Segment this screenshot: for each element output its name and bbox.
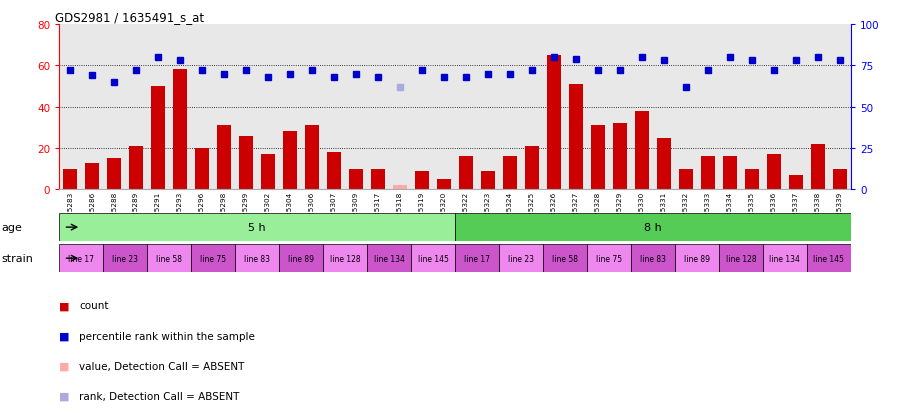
Bar [239, 136, 253, 190]
Text: line 17: line 17 [68, 254, 94, 263]
Bar [657, 138, 671, 190]
Text: line 83: line 83 [640, 254, 666, 263]
Bar [411, 244, 455, 273]
Bar [103, 244, 147, 273]
Text: rank, Detection Call = ABSENT: rank, Detection Call = ABSENT [79, 391, 239, 401]
Bar [195, 149, 209, 190]
Bar [129, 147, 143, 190]
Bar [323, 244, 367, 273]
Text: line 75: line 75 [200, 254, 227, 263]
Bar [393, 186, 407, 190]
Bar [371, 169, 385, 190]
Text: ■: ■ [59, 331, 70, 341]
Bar [415, 171, 430, 190]
Bar [719, 244, 763, 273]
Text: percentile rank within the sample: percentile rank within the sample [79, 331, 255, 341]
Text: line 83: line 83 [244, 254, 270, 263]
Bar [59, 214, 455, 242]
Text: line 89: line 89 [684, 254, 710, 263]
Bar [612, 124, 627, 190]
Bar [107, 159, 121, 190]
Bar [543, 244, 587, 273]
Text: 5 h: 5 h [248, 223, 266, 233]
Bar [147, 244, 191, 273]
Bar [679, 169, 693, 190]
Bar [569, 85, 583, 190]
Text: ■: ■ [59, 361, 70, 371]
Bar [437, 180, 451, 190]
Bar [305, 126, 319, 190]
Text: line 89: line 89 [288, 254, 314, 263]
Bar [151, 87, 166, 190]
Bar [63, 169, 77, 190]
Bar [811, 145, 825, 190]
Bar [283, 132, 298, 190]
Text: line 145: line 145 [814, 254, 844, 263]
Bar [85, 163, 99, 190]
Bar [459, 157, 473, 190]
Bar [503, 157, 517, 190]
Bar [807, 244, 851, 273]
Bar [723, 157, 737, 190]
Bar [789, 176, 803, 190]
Text: line 17: line 17 [464, 254, 490, 263]
Bar [525, 147, 539, 190]
Text: line 23: line 23 [508, 254, 534, 263]
Bar [59, 244, 103, 273]
Bar [367, 244, 411, 273]
Text: line 75: line 75 [596, 254, 622, 263]
Text: line 128: line 128 [329, 254, 360, 263]
Text: 8 h: 8 h [644, 223, 662, 233]
Bar [499, 244, 543, 273]
Text: ■: ■ [59, 301, 70, 311]
Bar [767, 155, 781, 190]
Bar [455, 214, 851, 242]
Text: count: count [79, 301, 108, 311]
Text: line 128: line 128 [725, 254, 756, 263]
Bar [480, 171, 495, 190]
Bar [833, 169, 847, 190]
Bar [173, 70, 187, 190]
Bar [261, 155, 275, 190]
Bar [327, 153, 341, 190]
Bar [591, 126, 605, 190]
Text: value, Detection Call = ABSENT: value, Detection Call = ABSENT [79, 361, 245, 371]
Text: line 58: line 58 [157, 254, 182, 263]
Bar [279, 244, 323, 273]
Text: line 134: line 134 [770, 254, 800, 263]
Bar [587, 244, 631, 273]
Bar [701, 157, 715, 190]
Bar [191, 244, 235, 273]
Bar [547, 56, 561, 190]
Bar [675, 244, 719, 273]
Text: age: age [2, 223, 23, 233]
Bar [631, 244, 675, 273]
Text: strain: strain [2, 254, 34, 263]
Text: line 134: line 134 [374, 254, 404, 263]
Bar [235, 244, 279, 273]
Text: line 23: line 23 [112, 254, 138, 263]
Bar [635, 112, 649, 190]
Bar [349, 169, 363, 190]
Text: ■: ■ [59, 391, 70, 401]
Bar [744, 169, 759, 190]
Text: GDS2981 / 1635491_s_at: GDS2981 / 1635491_s_at [56, 11, 205, 24]
Bar [763, 244, 807, 273]
Text: line 58: line 58 [552, 254, 578, 263]
Text: line 145: line 145 [418, 254, 449, 263]
Bar [455, 244, 499, 273]
Bar [217, 126, 231, 190]
